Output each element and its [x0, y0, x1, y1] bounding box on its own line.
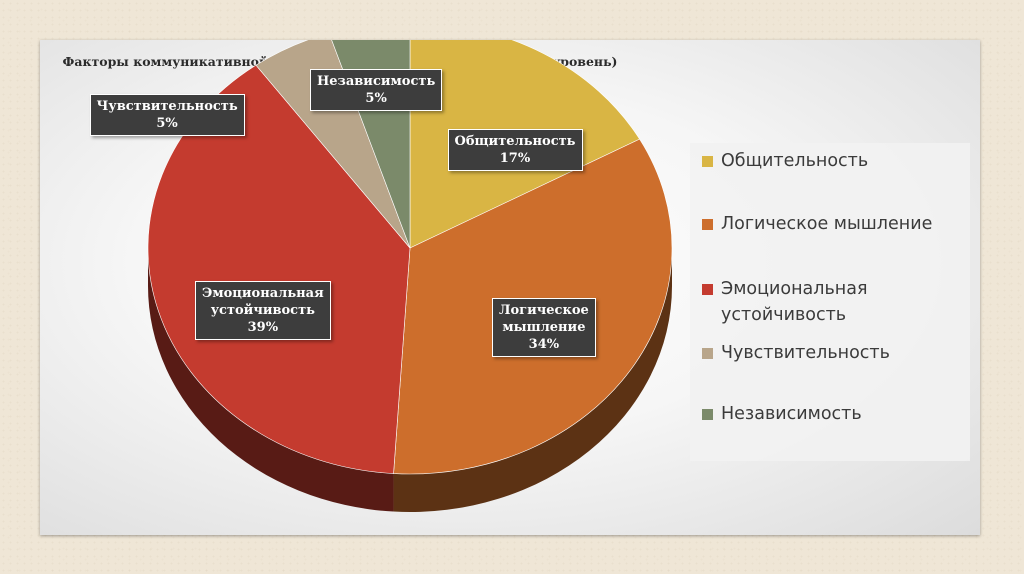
data-label-category: Логическое — [499, 302, 589, 318]
legend-item-nezavisimost: Независимость — [702, 401, 862, 427]
data-label-category: Эмоциональная — [202, 285, 324, 301]
data-label-value: 39% — [247, 319, 279, 335]
legend-item-logicheskoe-myshlenie: Логическое мышление — [702, 211, 932, 237]
data-label-category: устойчивость — [210, 302, 315, 318]
data-label-category: Чувствительность — [96, 99, 238, 114]
legend-swatch — [702, 284, 713, 295]
data-label-chuvstvitelnost: Чувствительность 5% — [89, 94, 245, 136]
data-label-emotsionalnaya-ustoychivost: Эмоциональная устойчивость 39% — [195, 280, 331, 340]
data-label-value: 34% — [528, 336, 560, 352]
legend: Общительность Логическое мышление Эмоциона… — [690, 143, 970, 461]
data-label-value: 5% — [365, 91, 387, 106]
data-label-value: 5% — [156, 116, 178, 131]
legend-swatch — [702, 156, 713, 167]
legend-swatch — [702, 348, 713, 359]
slice-chuvstvitelnost — [255, 40, 411, 249]
legend-label: Эмоциональная устойчивость — [721, 279, 868, 325]
slice-side-logicheskoe-myshlenie — [393, 248, 672, 512]
slide: Факторы коммуникативной социальной компе… — [40, 40, 980, 535]
data-label-nezavisimost: Независимость 5% — [310, 69, 443, 111]
legend-swatch — [702, 409, 713, 420]
legend-label: Чувствительность — [721, 343, 890, 363]
data-label-obshchitelnost: Общительность 17% — [447, 129, 583, 171]
legend-item-obshchitelnost: Общительность — [702, 148, 868, 174]
legend-item-emotsionalnaya-ustoychivost: Эмоциональная устойчивость — [702, 276, 867, 328]
legend-label: Независимость — [721, 404, 862, 424]
data-label-category: Независимость — [317, 74, 436, 89]
data-label-category: мышление — [502, 319, 586, 335]
legend-item-chuvstvitelnost: Чувствительность — [702, 340, 890, 366]
legend-label: Общительность — [721, 151, 869, 171]
data-label-value: 17% — [499, 151, 531, 166]
legend-swatch — [702, 219, 713, 230]
data-label-logicheskoe-myshlenie: Логическое мышление 34% — [492, 297, 596, 357]
data-label-category: Общительность — [454, 134, 576, 149]
legend-label: Логическое мышление — [721, 214, 933, 234]
